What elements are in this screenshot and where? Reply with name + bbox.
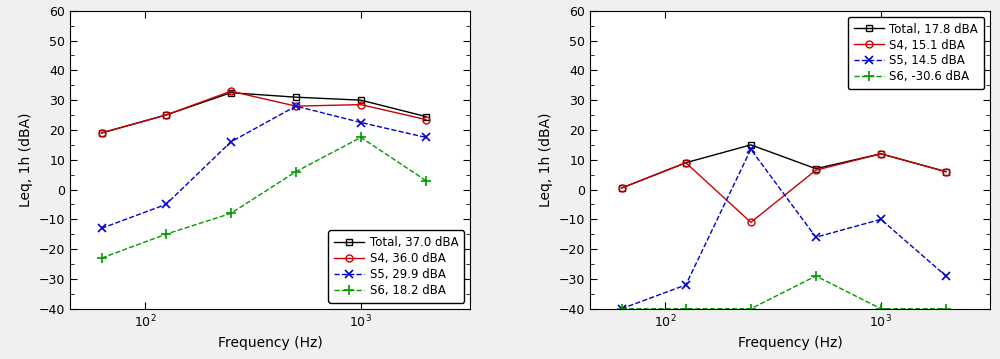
S6, 18.2 dBA xyxy=(290,169,302,174)
S6, -30.6 dBA xyxy=(745,307,757,311)
Total, 17.8 dBA xyxy=(680,160,692,165)
S4, 15.1 dBA xyxy=(875,151,887,156)
Total, 17.8 dBA xyxy=(875,151,887,156)
Line: S4, 15.1 dBA: S4, 15.1 dBA xyxy=(618,150,949,226)
S5, 29.9 dBA xyxy=(355,120,367,125)
S4, 15.1 dBA xyxy=(616,186,628,190)
Y-axis label: Leq, 1h (dBA): Leq, 1h (dBA) xyxy=(19,112,33,207)
S6, -30.6 dBA xyxy=(940,307,952,311)
S5, 14.5 dBA xyxy=(680,283,692,287)
Total, 37.0 dBA xyxy=(96,131,108,135)
S4, 15.1 dBA xyxy=(680,160,692,165)
Y-axis label: Leq, 1h (dBA): Leq, 1h (dBA) xyxy=(539,112,553,207)
S5, 29.9 dBA xyxy=(225,140,237,144)
Total, 17.8 dBA xyxy=(940,169,952,174)
S5, 29.9 dBA xyxy=(290,104,302,108)
S6, -30.6 dBA xyxy=(680,307,692,311)
Line: S6, -30.6 dBA: S6, -30.6 dBA xyxy=(617,271,951,314)
Line: S4, 36.0 dBA: S4, 36.0 dBA xyxy=(98,88,429,136)
S6, 18.2 dBA xyxy=(160,232,172,236)
S5, 29.9 dBA xyxy=(96,226,108,230)
S6, 18.2 dBA xyxy=(420,178,432,183)
S4, 36.0 dBA xyxy=(96,131,108,135)
S4, 36.0 dBA xyxy=(290,104,302,108)
Legend: Total, 37.0 dBA, S4, 36.0 dBA, S5, 29.9 dBA, S6, 18.2 dBA: Total, 37.0 dBA, S4, 36.0 dBA, S5, 29.9 … xyxy=(328,230,464,303)
Legend: Total, 17.8 dBA, S4, 15.1 dBA, S5, 14.5 dBA, S6, -30.6 dBA: Total, 17.8 dBA, S4, 15.1 dBA, S5, 14.5 … xyxy=(848,17,984,89)
S4, 36.0 dBA xyxy=(225,89,237,93)
Total, 17.8 dBA xyxy=(810,167,822,171)
S5, 14.5 dBA xyxy=(745,147,757,151)
Total, 17.8 dBA xyxy=(745,143,757,147)
S5, 14.5 dBA xyxy=(940,274,952,278)
S6, 18.2 dBA xyxy=(355,135,367,140)
Line: S6, 18.2 dBA: S6, 18.2 dBA xyxy=(97,132,431,263)
Line: Total, 17.8 dBA: Total, 17.8 dBA xyxy=(618,141,949,192)
Line: Total, 37.0 dBA: Total, 37.0 dBA xyxy=(98,89,429,136)
S4, 36.0 dBA xyxy=(160,113,172,117)
Line: S5, 14.5 dBA: S5, 14.5 dBA xyxy=(617,145,950,313)
Total, 37.0 dBA xyxy=(290,95,302,99)
Line: S5, 29.9 dBA: S5, 29.9 dBA xyxy=(97,102,430,233)
S4, 15.1 dBA xyxy=(810,168,822,172)
S5, 29.9 dBA xyxy=(160,202,172,206)
Total, 17.8 dBA xyxy=(616,186,628,190)
Total, 37.0 dBA xyxy=(420,115,432,119)
X-axis label: Frequency (Hz): Frequency (Hz) xyxy=(218,336,322,350)
S5, 14.5 dBA xyxy=(616,307,628,311)
X-axis label: Frequency (Hz): Frequency (Hz) xyxy=(738,336,842,350)
S5, 14.5 dBA xyxy=(875,217,887,222)
Total, 37.0 dBA xyxy=(160,113,172,117)
S6, 18.2 dBA xyxy=(96,256,108,260)
S4, 15.1 dBA xyxy=(940,169,952,174)
S6, -30.6 dBA xyxy=(616,307,628,311)
S4, 36.0 dBA xyxy=(420,117,432,122)
S6, 18.2 dBA xyxy=(225,211,237,215)
Total, 37.0 dBA xyxy=(355,98,367,102)
S4, 15.1 dBA xyxy=(745,220,757,224)
S6, -30.6 dBA xyxy=(875,307,887,311)
S5, 29.9 dBA xyxy=(420,135,432,140)
S6, -30.6 dBA xyxy=(810,274,822,278)
S5, 14.5 dBA xyxy=(810,235,822,239)
S4, 36.0 dBA xyxy=(355,102,367,107)
Total, 37.0 dBA xyxy=(225,90,237,95)
